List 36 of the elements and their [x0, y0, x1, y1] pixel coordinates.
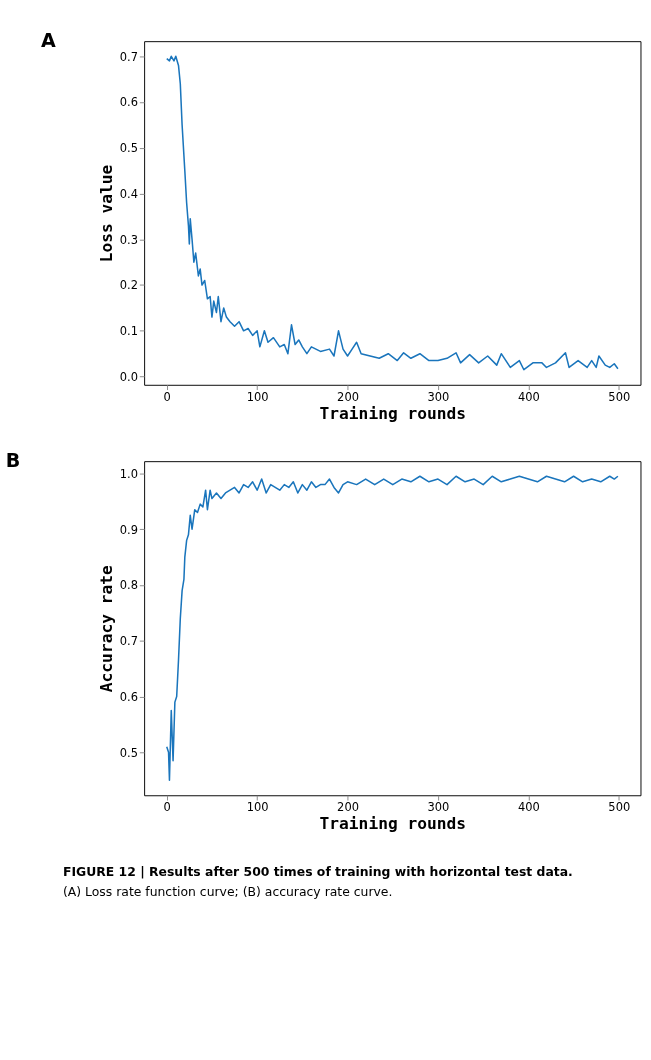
y-tick-label: 0.2 [119, 278, 138, 293]
y-tick-label: 0.7 [119, 49, 138, 64]
line-series [165, 55, 619, 371]
chart-title: B [5, 448, 21, 472]
caption: FIGURE 12 | Results after 500 times of training with horizontal test data. [63, 864, 573, 880]
x-tick-label: 300 [427, 800, 450, 815]
y-tick-label: 0.3 [119, 232, 138, 247]
y-tick-label: 0.8 [119, 578, 138, 593]
x-tick-label: 500 [608, 800, 631, 815]
x-tick-label: 500 [608, 389, 631, 404]
y-tick-label: 1.0 [119, 466, 138, 481]
x-tick-label: 100 [246, 389, 269, 404]
y-axis-title: Accuracy rate [97, 565, 117, 693]
text: (A) Loss rate function curve; (B) accuracy rate curve. [63, 883, 393, 899]
y-tick-label: 0.6 [119, 95, 138, 110]
y-tick-label: 0.1 [119, 324, 138, 339]
x-axis-title: Training rounds [319, 814, 467, 834]
x-tick-label: 200 [337, 800, 359, 815]
x-axis-title: Training rounds [319, 403, 467, 423]
x-tick-label: 400 [517, 389, 540, 404]
x-tick-label: 0 [163, 800, 171, 815]
y-tick-label: 0.5 [119, 141, 138, 156]
y-tick-label: 0.0 [119, 369, 138, 384]
y-tick-label: 0.4 [119, 186, 138, 201]
x-tick-label: 200 [337, 389, 359, 404]
x-tick-label: 300 [427, 389, 450, 404]
y-tick-label: 0.6 [119, 689, 138, 704]
y-axis-title: Loss value [97, 164, 117, 263]
x-tick-label: 400 [517, 800, 540, 815]
x-tick-label: 100 [246, 800, 269, 815]
chart-title: A [40, 28, 56, 52]
y-tick-label: 0.7 [119, 634, 138, 649]
line-series [165, 475, 619, 781]
x-tick-label: 0 [163, 389, 171, 404]
y-tick-label: 0.5 [119, 745, 138, 760]
y-tick-label: 0.9 [119, 522, 138, 537]
